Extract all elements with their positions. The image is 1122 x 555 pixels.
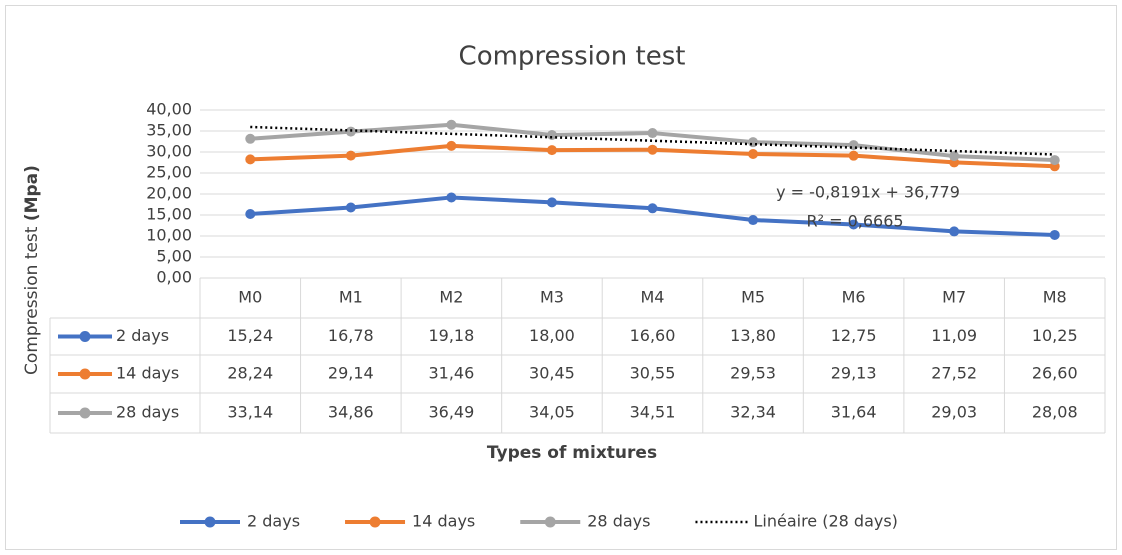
legend-marker <box>369 516 381 528</box>
x-tick-label: M7 <box>942 288 966 307</box>
table-value: 26,60 <box>1032 364 1078 383</box>
point <box>446 192 457 203</box>
table-value: 28,08 <box>1032 403 1078 422</box>
point <box>748 148 759 159</box>
y-tick-label: 35,00 <box>146 121 192 140</box>
x-tick-label: M1 <box>339 288 363 307</box>
table-value: 16,60 <box>630 326 676 345</box>
x-tick-label: M2 <box>439 288 463 307</box>
x-axis-title: Types of mixtures <box>487 443 657 463</box>
point <box>546 145 557 156</box>
table-value: 12,75 <box>831 326 877 345</box>
point <box>848 150 859 161</box>
table-value: 18,00 <box>529 326 575 345</box>
table-value: 30,45 <box>529 364 575 383</box>
point <box>949 226 960 237</box>
x-tick-label: M6 <box>842 288 866 307</box>
point <box>748 137 759 148</box>
point <box>245 133 256 144</box>
point <box>647 203 658 214</box>
trendline-equation: y = -0,8191x + 36,779 <box>776 183 960 202</box>
x-tick-label: M0 <box>238 288 262 307</box>
table-value: 10,25 <box>1032 326 1078 345</box>
point <box>1049 229 1060 240</box>
table-value: 28,24 <box>227 364 273 383</box>
legend-marker <box>79 368 91 380</box>
table-value: 31,64 <box>831 403 877 422</box>
table-series-label: 2 days <box>116 326 169 345</box>
point <box>546 129 557 140</box>
point <box>748 215 759 226</box>
table-value: 33,14 <box>227 403 273 422</box>
table-series-label: 14 days <box>116 364 179 383</box>
y-axis-title-unit: (Mpa) <box>22 165 42 221</box>
y-tick-label: 20,00 <box>146 184 192 203</box>
table-value: 16,78 <box>328 326 374 345</box>
legend-label: 14 days <box>412 512 475 531</box>
legend-marker <box>544 516 556 528</box>
table-value: 13,80 <box>730 326 776 345</box>
point <box>1049 155 1060 166</box>
x-tick-label: M3 <box>540 288 564 307</box>
point <box>949 151 960 162</box>
trendline-r2: R² = 0,6665 <box>806 212 903 231</box>
legend-marker <box>79 407 91 419</box>
point <box>245 208 256 219</box>
x-tick-label: M8 <box>1043 288 1067 307</box>
point <box>446 140 457 151</box>
table-value: 34,51 <box>630 403 676 422</box>
point <box>245 154 256 165</box>
y-tick-label: 0,00 <box>156 268 192 287</box>
table-value: 29,53 <box>730 364 776 383</box>
point <box>848 219 859 230</box>
y-tick-label: 10,00 <box>146 226 192 245</box>
table-value: 15,24 <box>227 326 273 345</box>
table-value: 11,09 <box>931 326 977 345</box>
legend-label: 2 days <box>247 512 300 531</box>
table-value: 27,52 <box>931 364 977 383</box>
y-tick-label: 15,00 <box>146 205 192 224</box>
point <box>647 128 658 139</box>
y-tick-label: 30,00 <box>146 142 192 161</box>
table-value: 32,34 <box>730 403 776 422</box>
point <box>446 119 457 130</box>
y-axis-title: Compression test (Mpa) <box>22 165 42 375</box>
table-value: 29,14 <box>328 364 374 383</box>
table-value: 29,13 <box>831 364 877 383</box>
table-value: 31,46 <box>428 364 474 383</box>
point <box>345 150 356 161</box>
y-axis-title-text: Compression test <box>22 226 42 375</box>
table-value: 34,86 <box>328 403 374 422</box>
x-tick-label: M5 <box>741 288 765 307</box>
y-tick-label: 40,00 <box>146 100 192 119</box>
legend-label: Linéaire (28 days) <box>753 512 897 531</box>
trendline <box>250 125 1055 156</box>
x-tick-label: M4 <box>641 288 665 307</box>
legend-marker <box>79 331 91 342</box>
legend-marker <box>204 516 216 528</box>
table-value: 36,49 <box>428 403 474 422</box>
table-value: 29,03 <box>931 403 977 422</box>
point <box>345 202 356 213</box>
point <box>546 197 557 208</box>
point <box>647 144 658 155</box>
y-tick-label: 25,00 <box>146 163 192 182</box>
legend-label: 28 days <box>587 512 650 531</box>
table-value: 34,05 <box>529 403 575 422</box>
y-tick-label: 5,00 <box>156 247 192 266</box>
table-value: 19,18 <box>428 326 474 345</box>
table-value: 30,55 <box>630 364 676 383</box>
chart-title: Compression test <box>459 42 686 72</box>
table-series-label: 28 days <box>116 403 179 422</box>
